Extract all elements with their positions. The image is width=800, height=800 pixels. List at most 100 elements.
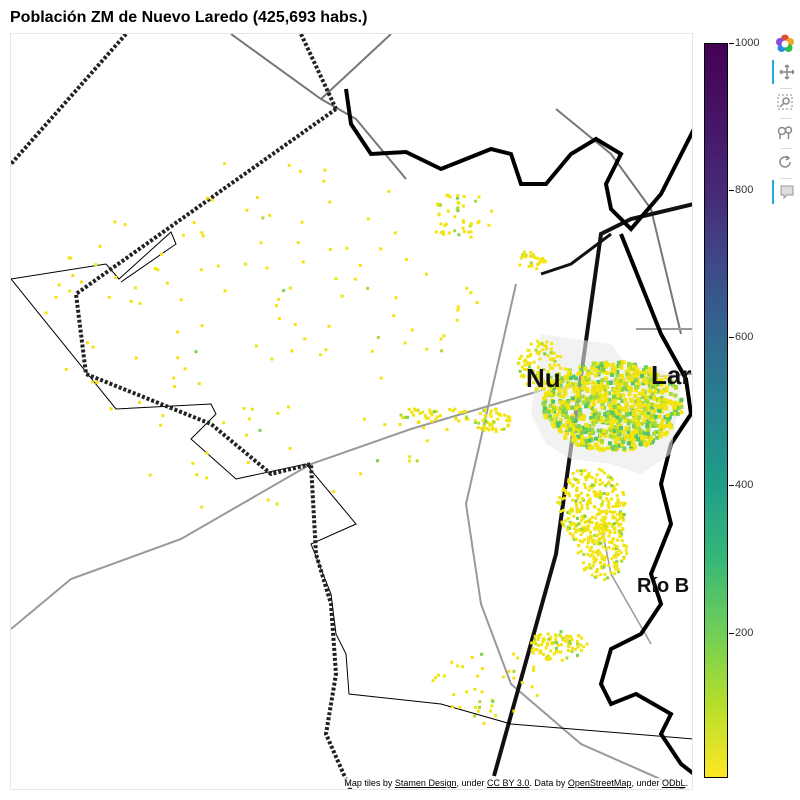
population-cell: [544, 347, 548, 351]
population-cell: [113, 220, 117, 224]
population-cell: [593, 484, 597, 487]
population-cell: [413, 407, 417, 411]
population-cell: [254, 344, 258, 348]
population-cell: [494, 429, 498, 433]
population-cell: [442, 674, 446, 678]
hover-icon[interactable]: [772, 180, 800, 204]
population-cell: [532, 668, 535, 672]
population-cell: [640, 373, 644, 378]
population-cell: [646, 405, 651, 410]
population-cell: [611, 405, 616, 409]
population-cell: [605, 497, 609, 501]
population-cell: [431, 679, 435, 683]
population-cell: [541, 260, 545, 264]
population-cell: [528, 354, 532, 358]
odbl-link[interactable]: ODbL: [661, 778, 686, 788]
population-cell: [134, 356, 138, 360]
population-cell: [582, 426, 586, 430]
population-cell: [258, 428, 262, 432]
population-cell: [543, 398, 548, 403]
population-cell: [631, 409, 636, 414]
population-cell: [585, 474, 589, 478]
population-cell: [489, 409, 493, 413]
population-cell: [547, 637, 551, 641]
population-cell: [573, 424, 578, 429]
population-cell: [430, 413, 434, 417]
population-cell: [643, 441, 647, 446]
population-cell: [536, 345, 540, 349]
population-cell: [577, 430, 582, 434]
population-cell: [133, 286, 137, 290]
wheel-zoom-icon[interactable]: [772, 120, 798, 144]
population-cell: [588, 434, 593, 439]
population-cell: [580, 379, 585, 384]
population-cell: [665, 417, 670, 422]
population-cell: [585, 381, 590, 385]
population-cell: [91, 380, 95, 384]
bokeh-logo-icon[interactable]: [772, 32, 798, 56]
box-zoom-icon[interactable]: [772, 90, 798, 114]
osm-link[interactable]: OpenStreetMap: [567, 778, 632, 788]
population-cell: [617, 522, 621, 526]
population-cell: [512, 676, 516, 680]
population-cell: [566, 649, 570, 653]
population-cell: [552, 409, 557, 414]
population-cell: [662, 397, 667, 402]
population-cell: [80, 280, 83, 284]
population-cell: [560, 497, 564, 501]
population-cell: [557, 372, 561, 376]
population-cell: [570, 405, 575, 410]
population-cell: [610, 524, 614, 528]
population-cell: [603, 364, 608, 369]
population-cell: [482, 425, 486, 429]
population-cell: [576, 434, 581, 439]
colorbar-label-800: 800: [735, 184, 754, 196]
population-cell: [601, 516, 605, 519]
population-cell: [574, 426, 579, 431]
population-cell: [570, 416, 575, 421]
population-cell: [608, 441, 612, 446]
population-cell: [556, 500, 560, 504]
population-cell: [555, 354, 559, 358]
population-cell: [570, 428, 575, 433]
pan-icon[interactable]: [772, 60, 800, 84]
population-cell: [619, 551, 623, 555]
population-cell: [542, 387, 546, 391]
population-cell: [644, 369, 649, 374]
population-cell: [532, 360, 536, 364]
population-cell: [475, 301, 479, 304]
population-cell: [585, 388, 590, 393]
population-cell: [508, 419, 512, 423]
population-cell: [631, 412, 636, 417]
population-cell: [542, 379, 545, 383]
population-cell: [563, 410, 568, 415]
stamen-link[interactable]: Stamen Design: [394, 778, 457, 788]
population-cell: [275, 304, 279, 308]
population-cell: [607, 474, 611, 478]
population-cell: [580, 636, 584, 640]
population-cell: [655, 423, 660, 428]
population-cell: [107, 295, 111, 299]
population-cell: [621, 393, 626, 398]
population-cell: [611, 364, 616, 369]
reset-icon[interactable]: [772, 150, 798, 174]
population-cell: [622, 513, 626, 517]
population-cell: [533, 256, 537, 260]
population-cell: [605, 419, 610, 424]
population-cell: [595, 569, 599, 573]
population-cell: [598, 541, 602, 545]
population-cell: [527, 348, 531, 352]
population-cell: [575, 537, 578, 541]
population-cell: [599, 361, 604, 366]
map-plot[interactable]: Nu Lar Río B Map tiles by Stamen Design,…: [10, 33, 693, 790]
population-cell: [559, 630, 563, 634]
population-cell: [477, 709, 481, 713]
population-cell: [626, 368, 631, 373]
population-cell: [559, 650, 563, 654]
population-cell: [603, 539, 607, 543]
population-cell: [533, 635, 537, 638]
population-cell: [156, 268, 160, 272]
ccby-link[interactable]: CC BY 3.0: [487, 778, 530, 788]
population-cell: [548, 363, 552, 367]
population-cell: [522, 374, 526, 378]
